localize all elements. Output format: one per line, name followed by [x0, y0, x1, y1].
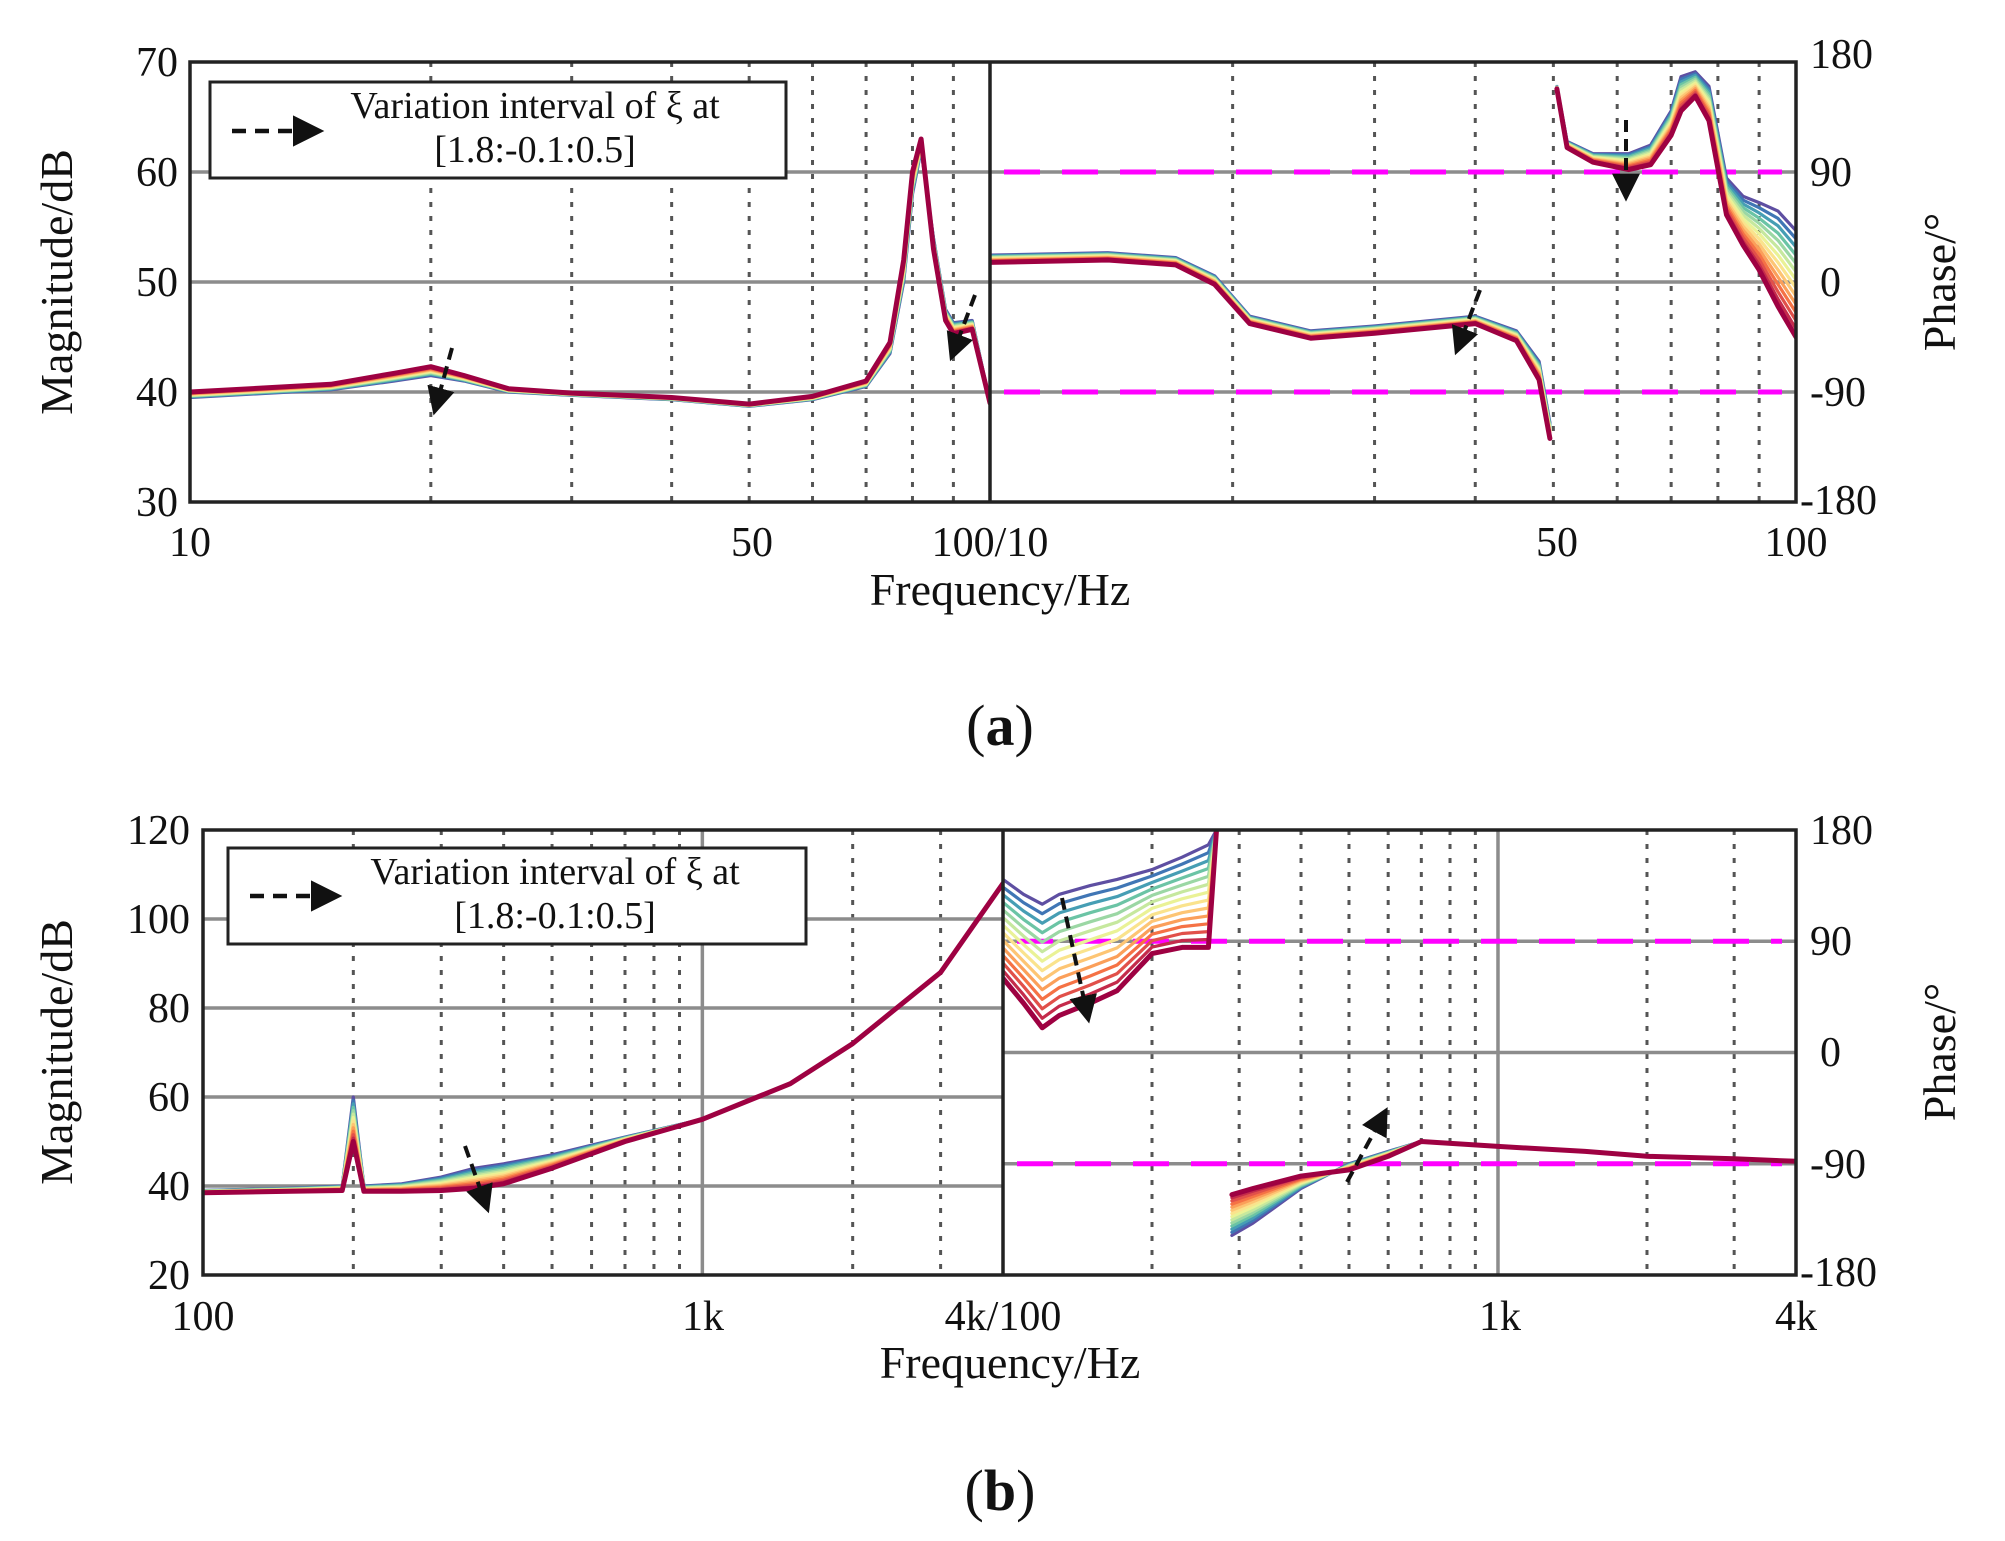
- a-magnitude-curve-3: [190, 146, 990, 408]
- b-xtick-1k: 1k: [682, 1294, 724, 1340]
- panel-a: 70 60 50 40 30 180 90 0 -90 -180 10 50 1…: [31, 32, 1965, 758]
- a-ylabel-right: Phase/°: [1914, 213, 1965, 352]
- b-ytick-left-0: 120: [127, 808, 190, 854]
- a-magnitude-curve-6: [190, 144, 990, 408]
- a-ytick-right-2: 0: [1820, 260, 1841, 306]
- a-ytick-left-3: 40: [136, 370, 178, 416]
- a-magnitude-curve-8: [190, 142, 990, 407]
- a-ylabel-left: Magnitude/dB: [31, 149, 82, 415]
- b-legend-line2: [1.8:-0.1:0.5]: [454, 895, 656, 937]
- b-phase-curve-3: [1003, 830, 1796, 1231]
- b-ytick-left-4: 40: [148, 1164, 190, 1210]
- b-caption-letter: b: [984, 1458, 1016, 1523]
- panel-a-legend: Variation interval of ξ at [1.8:-0.1:0.5…: [208, 80, 788, 180]
- a-magnitude-curve-7: [190, 143, 990, 407]
- a-caption-letter: a: [986, 693, 1015, 758]
- b-ylabel-left: Magnitude/dB: [31, 919, 82, 1185]
- b-legend-line1: Variation interval of ξ at: [370, 851, 740, 893]
- b-ytick-left-5: 20: [148, 1253, 190, 1299]
- a-mag-arrow-2: [946, 294, 977, 362]
- a-ytick-left-4: 30: [136, 480, 178, 526]
- b-ytick-right-3: -90: [1810, 1142, 1866, 1188]
- b-ytick-right-1: 90: [1810, 919, 1852, 965]
- a-xlabel: Frequency/Hz: [870, 564, 1131, 615]
- b-xtick-right-4k: 4k: [1775, 1294, 1817, 1340]
- a-ytick-left-1: 60: [136, 150, 178, 196]
- a-caption: (a): [966, 693, 1034, 758]
- b-caption: (b): [965, 1458, 1036, 1523]
- a-ytick-right-0: 180: [1810, 32, 1873, 78]
- b-phase-arrow-1: [1060, 897, 1097, 1024]
- b-ytick-right-4: -180: [1800, 1250, 1877, 1296]
- a-legend-line1: Variation interval of ξ at: [350, 85, 720, 127]
- a-magnitude-curve-2: [190, 147, 990, 408]
- panel-a-phase-reference-lines: [1004, 169, 1782, 395]
- b-xtick-right-1k: 1k: [1479, 1294, 1521, 1340]
- a-mag-arrow-1: [427, 347, 455, 416]
- panel-b-phase-curves: [1003, 830, 1796, 1237]
- a-phase-curve-14: [990, 86, 1796, 441]
- b-mag-arrow: [463, 1145, 493, 1214]
- a-phase-arrow-1: [1451, 289, 1482, 356]
- a-ytick-right-3: -90: [1810, 370, 1866, 416]
- a-ytick-left-0: 70: [136, 40, 178, 86]
- panel-a-magnitude-curves: [190, 136, 990, 408]
- a-xtick-right-100: 100: [1765, 520, 1828, 566]
- b-ytick-right-2: 0: [1820, 1030, 1841, 1076]
- b-ytick-left-2: 80: [148, 986, 190, 1032]
- b-phase-curve-2: [1003, 830, 1796, 1234]
- a-xtick-right-50: 50: [1536, 520, 1578, 566]
- b-phase-curve-14: [1003, 830, 1796, 1198]
- panel-a-phase-curves: [990, 70, 1796, 441]
- a-magnitude-curve-4: [190, 145, 990, 408]
- b-xlabel: Frequency/Hz: [880, 1337, 1141, 1388]
- a-ytick-left-2: 50: [136, 260, 178, 306]
- b-ytick-left-1: 100: [127, 897, 190, 943]
- panel-b: 120 100 80 60 40 20 180 90 0 -90 -180 10…: [31, 808, 1965, 1523]
- a-xtick-joint: 100/10: [932, 520, 1049, 566]
- a-xtick-10: 10: [169, 520, 211, 566]
- a-ytick-right-4: -180: [1800, 478, 1877, 524]
- a-magnitude-curve-14: [190, 136, 990, 407]
- panel-a-frame: [188, 60, 1798, 504]
- b-phase-arrow-2: [1345, 1107, 1388, 1183]
- b-xtick-joint: 4k/100: [945, 1294, 1062, 1340]
- panel-b-legend: Variation interval of ξ at [1.8:-0.1:0.5…: [226, 846, 808, 946]
- b-phase-curve-4: [1003, 830, 1796, 1228]
- b-ytick-right-0: 180: [1810, 808, 1873, 854]
- a-xtick-50: 50: [731, 520, 773, 566]
- a-magnitude-curve-1: [190, 148, 990, 408]
- a-ytick-right-1: 90: [1810, 150, 1852, 196]
- a-magnitude-curve-5: [190, 145, 990, 408]
- a-magnitude-curve-11: [190, 139, 990, 407]
- a-legend-line2: [1.8:-0.1:0.5]: [434, 129, 636, 171]
- a-magnitude-curve-9: [190, 141, 990, 407]
- a-magnitude-curve-10: [190, 140, 990, 407]
- a-phase-curve-13: [990, 87, 1796, 439]
- b-xtick-100: 100: [172, 1294, 235, 1340]
- a-magnitude-curve-12: [190, 139, 990, 406]
- b-ylabel-right: Phase/°: [1914, 983, 1965, 1122]
- b-phase-curve-1: [1003, 830, 1796, 1237]
- panel-b-frame: [201, 828, 1798, 1277]
- b-ytick-left-3: 60: [148, 1075, 190, 1121]
